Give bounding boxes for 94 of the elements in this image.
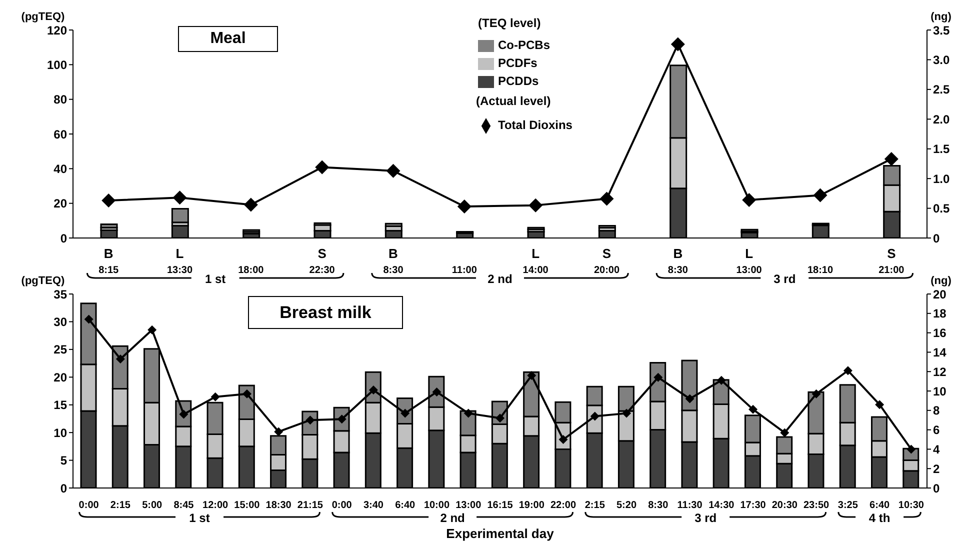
y-tick-label: 15	[54, 398, 68, 412]
x-tick-label: S 22:30	[309, 246, 336, 276]
x-tick-label: 11:30	[677, 500, 703, 511]
y2-tick-label: 3.5	[933, 23, 950, 38]
x-tick-label: B 8:30	[383, 246, 404, 276]
x-tick-label: 12:00	[202, 500, 229, 511]
text: 3 rd	[774, 272, 796, 286]
y2-tick-label: 12	[933, 364, 947, 379]
x-axis-title: Experimental day	[446, 526, 555, 541]
y-tick-label: 0	[60, 231, 68, 246]
y2-tick-label: 18	[933, 306, 947, 321]
x-tick-label: L 13:30	[166, 246, 193, 276]
x-tick-label: L 14:00	[522, 246, 549, 276]
x-tick-label: 23:50	[804, 500, 830, 511]
y-axis-title: (pgTEQ)	[21, 11, 66, 23]
x-tick-label: 18:00	[238, 265, 264, 276]
y-tick-label: 5	[60, 454, 68, 468]
y-tick-label: 60	[54, 127, 68, 142]
y2-tick-label: 0	[933, 231, 940, 246]
y2-tick-label: 8	[933, 404, 940, 418]
y-tick-label: 35	[54, 287, 68, 302]
x-tick-label: 10:00	[424, 500, 450, 511]
x-tick-label: S 20:00	[594, 246, 620, 276]
x-tick-label: 8:30	[648, 500, 669, 511]
x-tick-label: 11:00	[452, 265, 478, 276]
legend-label: PCDFs	[498, 56, 538, 70]
text-frame: Breast milk	[248, 296, 403, 329]
x-tick-label: 20:30	[772, 500, 798, 511]
x-tick-label: 3:40	[363, 500, 384, 511]
legend-label: PCDDs	[498, 74, 539, 88]
y2-tick-label: 6	[933, 423, 940, 438]
x-tick-label: 10:30	[898, 500, 924, 511]
y-tick-label: 10	[54, 426, 68, 440]
x-tick-label: S 21:00	[878, 246, 905, 276]
y2-axis-title: (ng)	[930, 275, 952, 287]
y-tick-label: 100	[46, 58, 68, 72]
text: 1 st	[189, 511, 210, 525]
x-tick-label: L 13:00	[736, 246, 762, 276]
text: 2 nd	[488, 272, 512, 286]
x-tick-label: 18:10	[807, 265, 834, 276]
x-tick-label: B 8:30	[668, 246, 688, 276]
annotation: (Actual level)	[476, 93, 551, 110]
x-tick-label: 13:00	[456, 500, 482, 511]
y2-tick-label: 10	[933, 384, 947, 398]
x-tick-label: 19:00	[518, 500, 545, 511]
y2-tick-label: 16	[933, 326, 947, 340]
text: 3 rd	[694, 511, 717, 525]
y-tick-label: 30	[54, 314, 68, 329]
x-tick-label: 6:40	[395, 500, 416, 511]
x-tick-label: 16:15	[487, 500, 514, 511]
y2-axis-title: (ng)	[930, 11, 952, 23]
y2-tick-label: 2.5	[933, 82, 950, 97]
y2-tick-label: 4	[933, 442, 940, 456]
y-tick-label: 25	[54, 342, 68, 357]
chart-title: Meal	[210, 30, 246, 48]
x-tick-label: 2:15	[584, 500, 606, 511]
y2-tick-label: 1.0	[933, 172, 950, 186]
x-tick-label: 8:45	[174, 500, 194, 511]
x-tick-label: 2:15	[110, 500, 131, 511]
y-axis-title: (pgTEQ)	[21, 275, 66, 287]
text: 1 st	[204, 272, 226, 286]
legend-title: (TEQ level)	[478, 16, 541, 30]
y2-tick-label: 2.0	[933, 112, 950, 126]
x-tick-label: 0:00	[78, 500, 100, 511]
legend-label: Total Dioxins	[498, 118, 572, 132]
y2-tick-label: 0	[933, 481, 940, 496]
y-tick-label: 0	[60, 481, 68, 496]
x-tick-label: 0:00	[332, 500, 352, 511]
y2-tick-label: 14	[933, 345, 947, 360]
x-tick-label: B 8:15	[98, 246, 120, 276]
x-tick-label: 6:40	[870, 500, 890, 511]
x-tick-label: 5:20	[616, 500, 637, 511]
y2-tick-label: 1.5	[933, 142, 950, 156]
y-tick-label: 120	[46, 23, 68, 38]
text-frame: Meal	[178, 26, 278, 52]
x-tick-label: 21:15	[297, 500, 324, 511]
legend-label: Co-PCBs	[498, 38, 550, 52]
x-tick-label: 14:30	[708, 500, 735, 511]
x-tick-label: 18:30	[266, 500, 292, 511]
x-tick-label: 17:30	[740, 500, 766, 511]
y2-tick-label: 20	[933, 287, 947, 302]
x-tick-label: 3:25	[838, 500, 858, 511]
x-tick-label: 15:00	[234, 500, 260, 511]
text: 4 th	[868, 511, 890, 525]
y-tick-label: 40	[54, 162, 68, 176]
text: 2 nd	[440, 511, 465, 525]
x-tick-label: 22:00	[550, 500, 576, 511]
y2-tick-label: 2	[933, 462, 940, 476]
y-tick-label: 20	[54, 370, 68, 384]
y-tick-label: 20	[54, 196, 68, 211]
y2-tick-label: 3.0	[933, 52, 950, 67]
x-tick-label: 5:00	[142, 500, 163, 511]
y-tick-label: 80	[54, 92, 68, 107]
y2-tick-label: 0.5	[933, 202, 950, 216]
